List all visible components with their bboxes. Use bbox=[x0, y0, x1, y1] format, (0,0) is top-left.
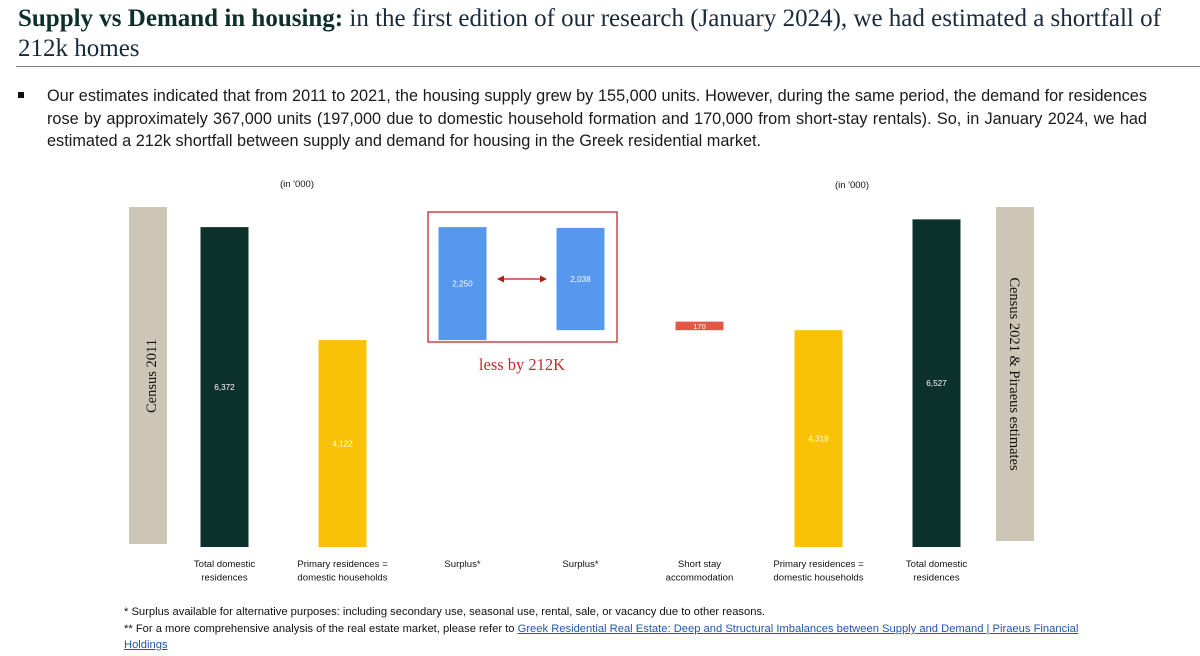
category-label-5-line2: accommodation bbox=[666, 573, 734, 584]
comparison-box bbox=[427, 211, 618, 343]
unit-label-right: (in '000) bbox=[835, 180, 869, 191]
category-label-6-line2: domestic households bbox=[773, 573, 863, 584]
category-label-2: Primary residences = bbox=[297, 559, 388, 570]
unit-label-left: (in '000) bbox=[280, 179, 314, 190]
data-label-2: 4,122 bbox=[332, 440, 353, 449]
bar-7 bbox=[912, 219, 961, 547]
bar-1 bbox=[200, 227, 249, 547]
bullet-icon bbox=[18, 92, 24, 98]
census-2021-band bbox=[996, 207, 1034, 541]
bar-2 bbox=[318, 340, 367, 547]
title-divider bbox=[16, 66, 1200, 67]
category-label-7: Total domestic bbox=[906, 559, 968, 570]
footnote-reference-text: ** For a more comprehensive analysis of … bbox=[124, 623, 518, 635]
summary-paragraph: Our estimates indicated that from 2011 t… bbox=[47, 87, 1147, 150]
title-rest: in the first edition of our research (Ja… bbox=[18, 5, 1161, 62]
bar-6 bbox=[794, 330, 843, 547]
footnote-surplus: * Surplus available for alternative purp… bbox=[124, 606, 766, 618]
data-label-5: 170 bbox=[693, 322, 706, 331]
title-bold: Supply vs Demand in housing: bbox=[18, 5, 344, 32]
bar-3 bbox=[438, 227, 487, 341]
data-label-6: 4,319 bbox=[808, 435, 829, 444]
arrow-right-icon bbox=[540, 275, 547, 283]
data-label-7: 6,527 bbox=[926, 379, 947, 388]
category-label-2-line2: domestic households bbox=[297, 573, 387, 584]
data-label-1: 6,372 bbox=[214, 383, 235, 392]
category-label-1-line2: residences bbox=[201, 573, 248, 584]
arrow-left-icon bbox=[497, 275, 504, 283]
category-label-4: Surplus* bbox=[562, 559, 599, 570]
census-2011-band bbox=[129, 207, 167, 544]
category-label-1: Total domestic bbox=[194, 559, 256, 570]
data-label-3: 2,250 bbox=[452, 280, 473, 289]
reference-link[interactable]: Greek Residential Real Estate: Deep and … bbox=[124, 623, 1079, 651]
page-title: Supply vs Demand in housing: in the firs… bbox=[18, 4, 1188, 64]
comparison-note: less by 212K bbox=[479, 355, 565, 374]
census-2011-label: Census 2011 bbox=[144, 339, 160, 413]
bar-5 bbox=[675, 321, 724, 331]
housing-chart: Census 2011 Census 2021 & Piraeus estimat… bbox=[129, 179, 1034, 584]
census-2021-label: Census 2021 & Piraeus estimates bbox=[1006, 277, 1022, 471]
footnote-reference: ** For a more comprehensive analysis of … bbox=[124, 621, 1124, 653]
category-label-3: Surplus* bbox=[444, 559, 481, 570]
category-label-7-line2: residences bbox=[913, 573, 960, 584]
category-label-5: Short stay bbox=[678, 559, 721, 570]
bar-4 bbox=[556, 227, 605, 331]
data-label-4: 2,038 bbox=[570, 275, 591, 284]
category-label-6: Primary residences = bbox=[773, 559, 864, 570]
